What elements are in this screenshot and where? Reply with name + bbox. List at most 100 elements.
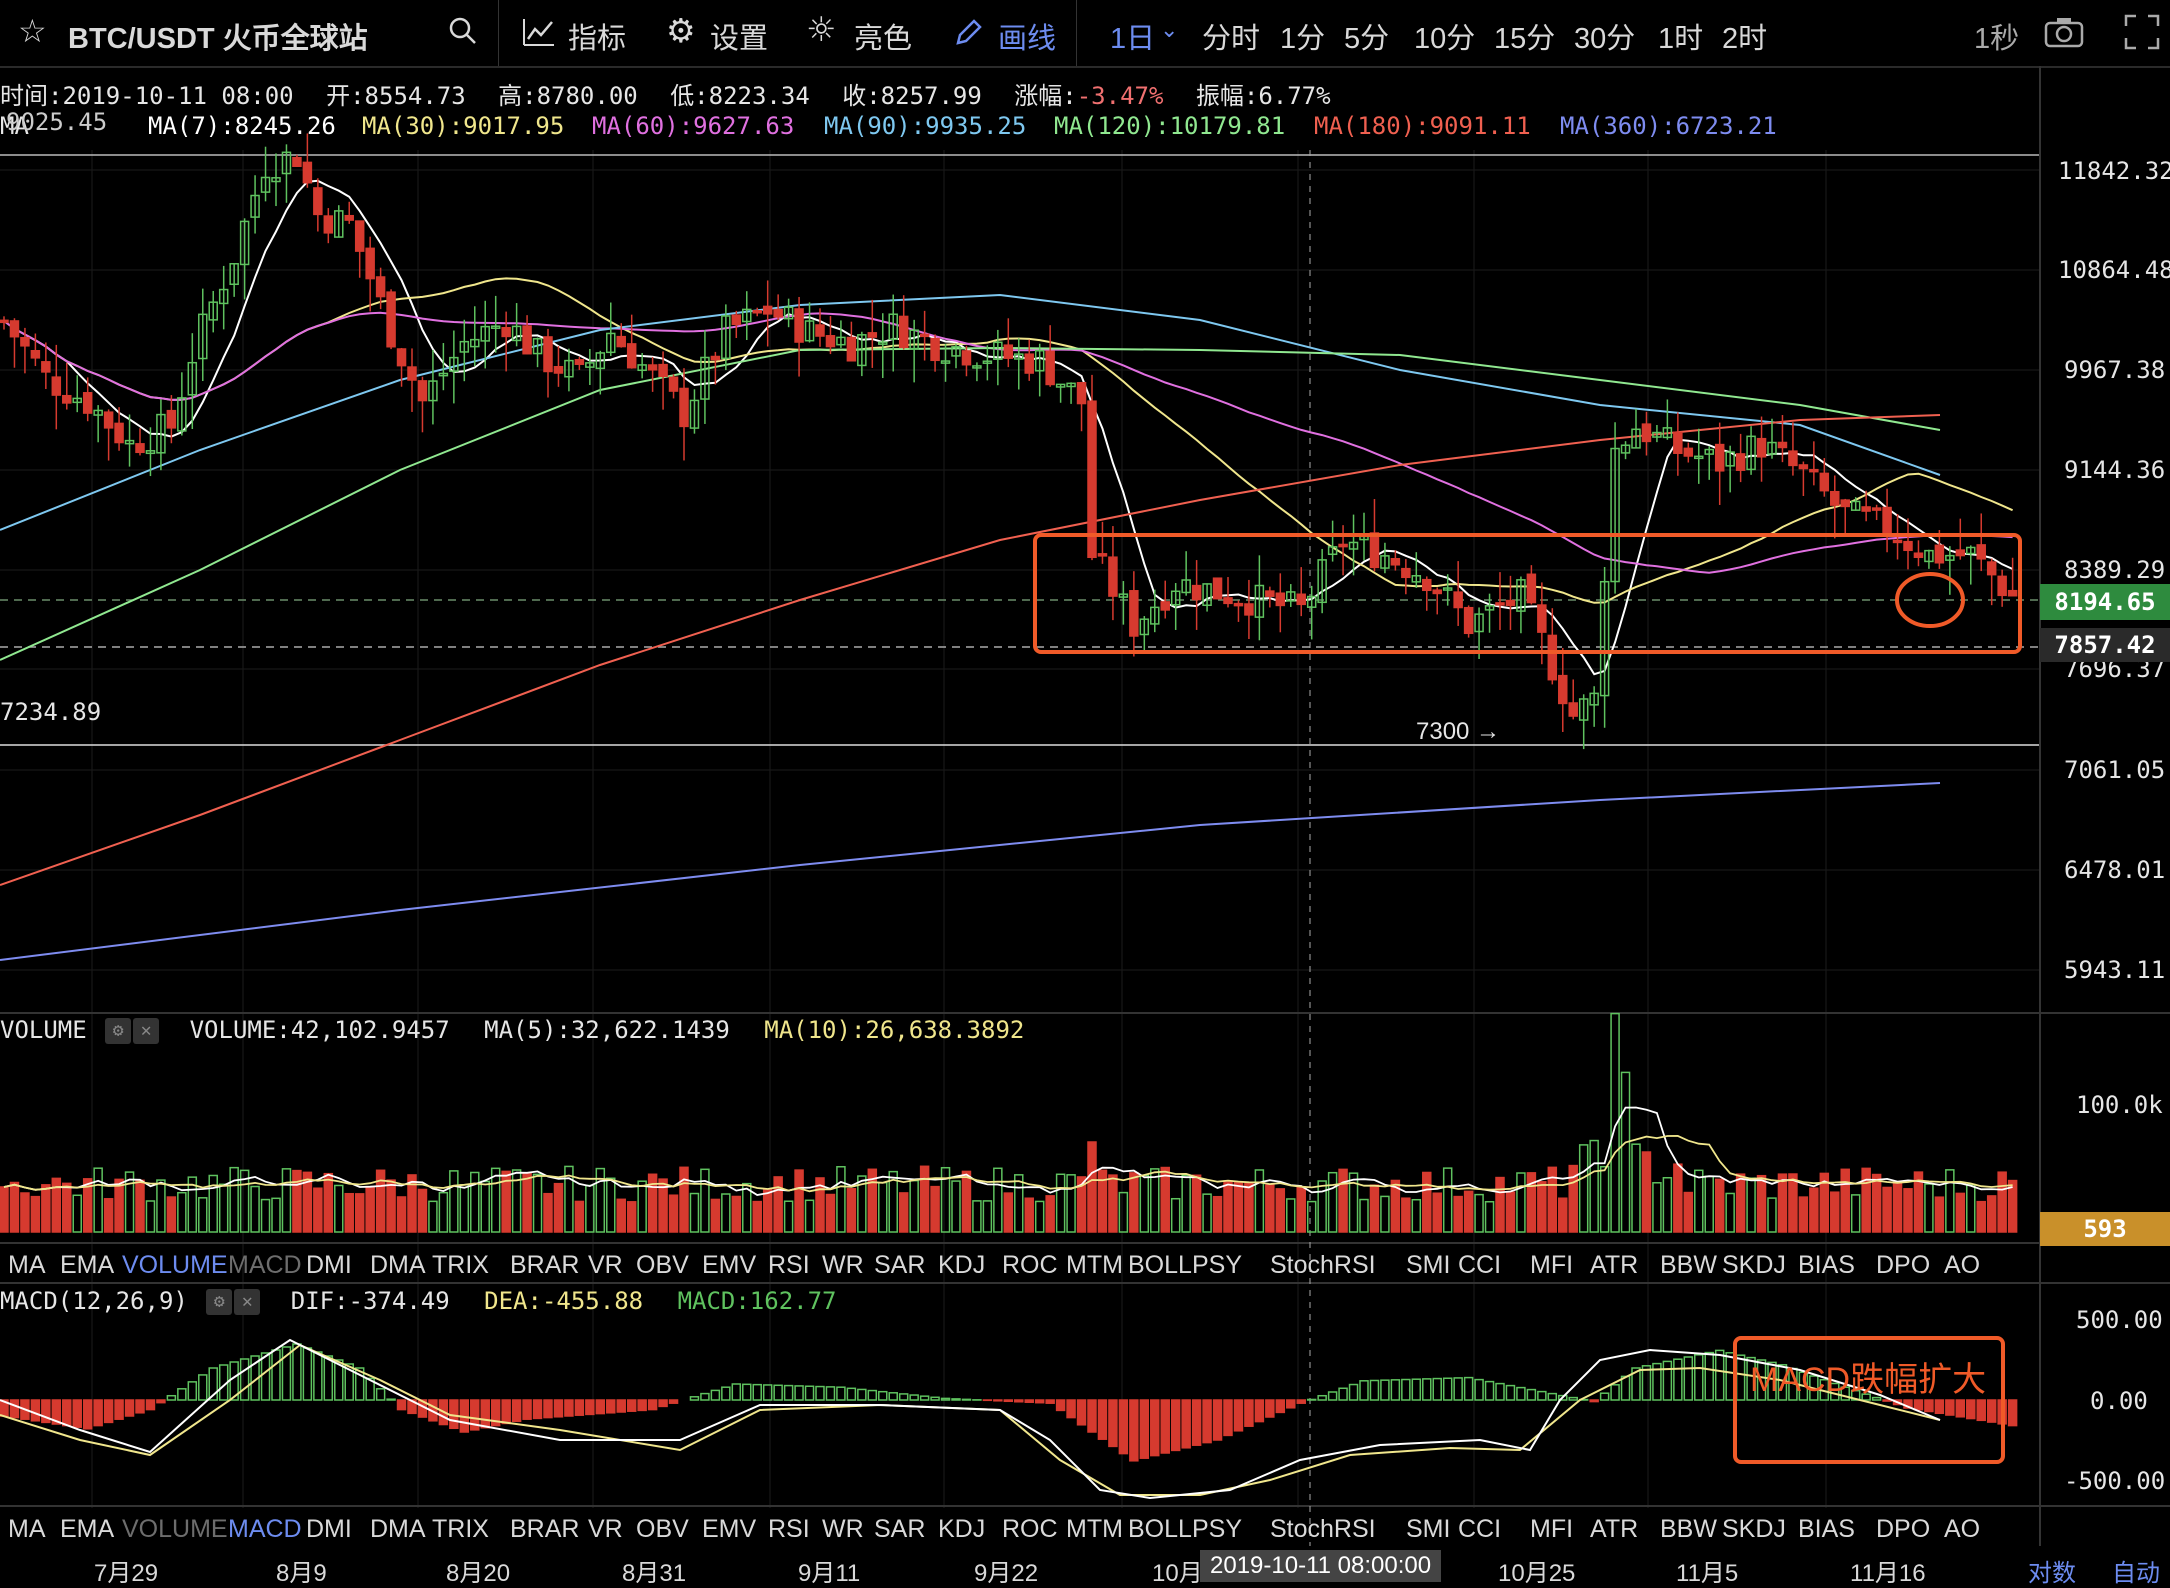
- indicator-tab-mfi[interactable]: MFI: [1530, 1251, 1574, 1279]
- draw-line-button[interactable]: 画线: [998, 23, 1057, 55]
- indicator-tab-stochrsi[interactable]: StochRSI: [1270, 1515, 1376, 1543]
- macd-bar: [1150, 1399, 1160, 1457]
- indicator-tab-macd[interactable]: MACD: [228, 1251, 302, 1279]
- macd-bar: [1034, 1399, 1045, 1404]
- close-icon[interactable]: ✕: [133, 1018, 160, 1044]
- indicator-tab-cci[interactable]: CCI: [1458, 1515, 1502, 1543]
- indicator-tab-vr[interactable]: VR: [588, 1515, 623, 1543]
- period-30min[interactable]: 30分: [1574, 23, 1636, 55]
- indicator-chart-icon[interactable]: [522, 17, 556, 47]
- volume-bar: [982, 1200, 993, 1233]
- indicator-tab-wr[interactable]: WR: [822, 1251, 864, 1279]
- indicator-tab-vr[interactable]: VR: [588, 1251, 623, 1279]
- gear-icon[interactable]: ⚙: [666, 11, 696, 50]
- indicator-tab-smi[interactable]: SMI: [1406, 1515, 1451, 1543]
- log-scale-toggle[interactable]: 对数: [2028, 1560, 2076, 1587]
- refresh-interval[interactable]: 1秒: [1974, 23, 2020, 55]
- indicator-tab-roc[interactable]: ROC: [1002, 1515, 1058, 1543]
- indicator-tab-ma[interactable]: MA: [8, 1251, 46, 1279]
- indicator-tab-bias[interactable]: BIAS: [1798, 1515, 1855, 1543]
- period-selector[interactable]: 1日: [1110, 23, 1156, 55]
- search-icon[interactable]: [448, 16, 478, 48]
- indicator-tab-ma[interactable]: MA: [8, 1515, 46, 1543]
- indicator-tab-mtm[interactable]: MTM: [1066, 1251, 1123, 1279]
- settings-button[interactable]: 设置: [710, 23, 769, 55]
- macd-bar: [1641, 1365, 1652, 1401]
- indicator-tab-obv[interactable]: OBV: [636, 1251, 689, 1279]
- candle-body: [407, 366, 417, 381]
- indicator-tab-cci[interactable]: CCI: [1458, 1251, 1502, 1279]
- indicator-tab-bbw[interactable]: BBW: [1660, 1515, 1717, 1543]
- indicators-button[interactable]: 指标: [568, 23, 627, 55]
- indicator-tab-sar[interactable]: SAR: [874, 1251, 926, 1279]
- indicator-tab-ema[interactable]: EMA: [60, 1515, 115, 1543]
- indicator-tab-dpo[interactable]: DPO: [1876, 1251, 1931, 1279]
- indicator-tab-boll[interactable]: BOLL: [1128, 1515, 1192, 1543]
- indicator-tab-smi[interactable]: SMI: [1406, 1251, 1451, 1279]
- indicator-tab-atr[interactable]: ATR: [1590, 1251, 1639, 1279]
- favorite-star-icon[interactable]: ☆: [18, 12, 47, 50]
- indicator-tab-ema[interactable]: EMA: [60, 1251, 115, 1279]
- period-5min[interactable]: 5分: [1344, 23, 1390, 55]
- fullscreen-icon[interactable]: [2124, 14, 2160, 50]
- indicator-tab-bias[interactable]: BIAS: [1798, 1251, 1855, 1279]
- indicator-tab-atr[interactable]: ATR: [1590, 1515, 1639, 1543]
- gear-icon[interactable]: ⚙: [206, 1289, 233, 1315]
- brightness-icon[interactable]: ☼: [806, 10, 837, 50]
- close-icon[interactable]: ✕: [234, 1289, 261, 1315]
- period-timeshare[interactable]: 分时: [1202, 23, 1261, 55]
- auto-scale-toggle[interactable]: 自动: [2112, 1560, 2160, 1587]
- indicator-tab-boll[interactable]: BOLL: [1128, 1251, 1192, 1279]
- indicator-tab-bbw[interactable]: BBW: [1660, 1251, 1717, 1279]
- period-1h[interactable]: 1时: [1658, 23, 1704, 55]
- indicator-tab-volume[interactable]: VOLUME: [122, 1251, 228, 1279]
- indicator-tab-wr[interactable]: WR: [822, 1515, 864, 1543]
- pencil-icon[interactable]: [954, 17, 984, 47]
- indicator-tab-dma[interactable]: DMA: [370, 1251, 426, 1279]
- candle-body: [1788, 450, 1798, 467]
- indicator-tab-kdj[interactable]: KDJ: [938, 1515, 986, 1543]
- indicator-tab-ao[interactable]: AO: [1944, 1251, 1981, 1279]
- indicator-tab-mfi[interactable]: MFI: [1530, 1515, 1574, 1543]
- indicator-tab-brar[interactable]: BRAR: [510, 1251, 580, 1279]
- price-tick: 11842.32: [2058, 157, 2170, 185]
- indicator-tab-emv[interactable]: EMV: [702, 1251, 757, 1279]
- indicator-tab-dma[interactable]: DMA: [370, 1515, 426, 1543]
- indicator-tab-dmi[interactable]: DMI: [306, 1515, 352, 1543]
- indicator-tab-kdj[interactable]: KDJ: [938, 1251, 986, 1279]
- chevron-down-icon[interactable]: ⌄: [1160, 17, 1179, 42]
- indicator-tab-macd[interactable]: MACD: [228, 1515, 302, 1543]
- period-2h[interactable]: 2时: [1722, 23, 1768, 55]
- macd-bar: [595, 1399, 606, 1415]
- indicator-tab-mtm[interactable]: MTM: [1066, 1515, 1123, 1543]
- indicator-tab-dmi[interactable]: DMI: [306, 1251, 352, 1279]
- indicator-tab-ao[interactable]: AO: [1944, 1515, 1981, 1543]
- gear-icon[interactable]: ⚙: [105, 1018, 132, 1044]
- volume-bar: [1850, 1194, 1861, 1233]
- indicator-tab-skdj[interactable]: SKDJ: [1722, 1251, 1786, 1279]
- indicator-tab-emv[interactable]: EMV: [702, 1515, 757, 1543]
- period-1min[interactable]: 1分: [1280, 23, 1326, 55]
- indicator-tab-stochrsi[interactable]: StochRSI: [1270, 1251, 1376, 1279]
- candle-body: [1181, 579, 1191, 594]
- indicator-tab-trix[interactable]: TRIX: [432, 1515, 489, 1543]
- indicator-tab-skdj[interactable]: SKDJ: [1722, 1515, 1786, 1543]
- brightness-button[interactable]: 亮色: [854, 23, 913, 55]
- indicator-tab-obv[interactable]: OBV: [636, 1515, 689, 1543]
- period-15min[interactable]: 15分: [1494, 23, 1556, 55]
- indicator-tab-roc[interactable]: ROC: [1002, 1251, 1058, 1279]
- indicator-tab-brar[interactable]: BRAR: [510, 1515, 580, 1543]
- indicator-tab-psy[interactable]: PSY: [1192, 1251, 1243, 1279]
- indicator-tab-dpo[interactable]: DPO: [1876, 1515, 1931, 1543]
- indicator-tab-rsi[interactable]: RSI: [768, 1251, 810, 1279]
- indicator-tab-volume[interactable]: VOLUME: [122, 1515, 228, 1543]
- indicator-tab-psy[interactable]: PSY: [1192, 1515, 1243, 1543]
- indicator-tab-sar[interactable]: SAR: [874, 1515, 926, 1543]
- indicator-tab-rsi[interactable]: RSI: [768, 1515, 810, 1543]
- symbol-title[interactable]: BTC/USDT 火币全球站: [68, 23, 368, 55]
- indicator-tab-trix[interactable]: TRIX: [432, 1251, 489, 1279]
- camera-icon[interactable]: [2044, 16, 2084, 48]
- volume-bar: [1244, 1181, 1254, 1233]
- period-10min[interactable]: 10分: [1414, 23, 1476, 55]
